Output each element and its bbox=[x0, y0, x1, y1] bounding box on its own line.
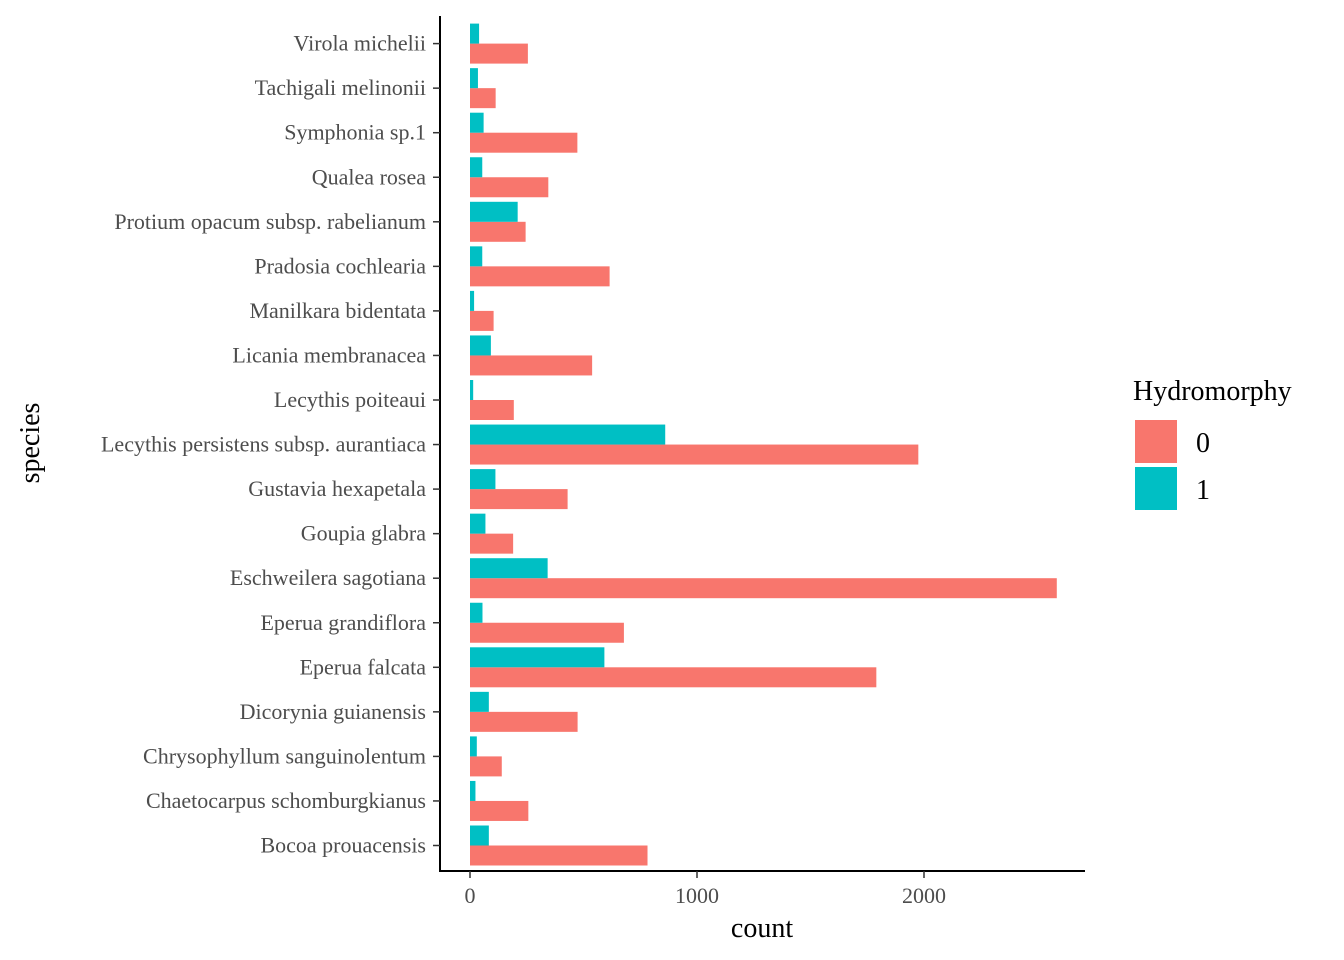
bar-eschweilera-sagotiana-h1 bbox=[470, 558, 548, 579]
y-tick-label: Chrysophyllum sanguinolentum bbox=[143, 743, 426, 768]
bar-protium-opacum-subsp-rabelianum-h1 bbox=[470, 201, 518, 222]
y-tick-label: Lecythis persistens subsp. aurantiaca bbox=[101, 432, 426, 457]
y-tick-label: Eschweilera sagotiana bbox=[230, 565, 426, 590]
bars-layer bbox=[470, 23, 1057, 866]
bar-virola-michelii-h1 bbox=[470, 23, 480, 44]
legend: Hydromorphy 0 1 bbox=[1133, 376, 1292, 510]
legend-title: Hydromorphy bbox=[1133, 376, 1292, 407]
bar-qualea-rosea-h0 bbox=[470, 177, 549, 198]
bar-tachigali-melinonii-h1 bbox=[470, 68, 478, 89]
y-tick-labels: Virola michelii Tachigali melinonii Sympho… bbox=[101, 31, 440, 858]
bar-chaetocarpus-schomburgkianus-h1 bbox=[470, 780, 476, 801]
bar-eschweilera-sagotiana-h0 bbox=[470, 578, 1057, 599]
bar-qualea-rosea-h1 bbox=[470, 157, 483, 178]
bar-gustavia-hexapetala-h1 bbox=[470, 469, 496, 490]
bar-manilkara-bidentata-h0 bbox=[470, 310, 494, 331]
bar-lecythis-persistens-subsp-aurantiaca-h1 bbox=[470, 424, 666, 445]
axes-layer bbox=[439, 16, 1085, 872]
bar-tachigali-melinonii-h0 bbox=[470, 88, 496, 109]
bar-licania-membranacea-h0 bbox=[470, 355, 593, 376]
bar-pradosia-cochlearia-h0 bbox=[470, 266, 610, 287]
x-tick-label: 2000 bbox=[902, 883, 946, 908]
y-tick-label: Lecythis poiteaui bbox=[274, 387, 426, 412]
x-axis-title: count bbox=[731, 913, 793, 944]
y-tick-label: Manilkara bidentata bbox=[249, 298, 426, 323]
bar-bocoa-prouacensis-h1 bbox=[470, 825, 489, 846]
bar-dicorynia-guianensis-h0 bbox=[470, 711, 578, 732]
y-tick-label: Protium opacum subsp. rabelianum bbox=[114, 209, 426, 234]
y-tick-label: Qualea rosea bbox=[312, 164, 426, 189]
x-tick-labels: 0 1000 2000 bbox=[465, 871, 946, 908]
bar-virola-michelii-h0 bbox=[470, 43, 528, 64]
bar-bocoa-prouacensis-h0 bbox=[470, 845, 648, 866]
y-tick-label: Eperua grandiflora bbox=[260, 610, 426, 635]
bar-protium-opacum-subsp-rabelianum-h0 bbox=[470, 221, 526, 242]
bar-symphonia-sp-1-h0 bbox=[470, 132, 578, 153]
x-tick-label: 1000 bbox=[675, 883, 719, 908]
bar-eperua-falcata-h1 bbox=[470, 647, 605, 668]
y-tick-label: Chaetocarpus schomburgkianus bbox=[146, 788, 426, 813]
y-axis-title: species bbox=[15, 403, 46, 484]
legend-label-1: 1 bbox=[1196, 475, 1210, 506]
y-tick-label: Dicorynia guianensis bbox=[240, 699, 426, 724]
bar-chrysophyllum-sanguinolentum-h0 bbox=[470, 756, 502, 777]
bar-gustavia-hexapetala-h0 bbox=[470, 489, 568, 510]
bar-lecythis-poiteaui-h0 bbox=[470, 400, 514, 420]
y-tick-label: Bocoa prouacensis bbox=[260, 833, 426, 858]
bar-lecythis-poiteaui-h1 bbox=[470, 380, 474, 400]
y-tick-label: Gustavia hexapetala bbox=[248, 476, 426, 501]
bar-goupia-glabra-h1 bbox=[470, 513, 486, 534]
y-tick-label: Virola michelii bbox=[294, 31, 426, 56]
bar-licania-membranacea-h1 bbox=[470, 335, 491, 356]
legend-label-0: 0 bbox=[1196, 428, 1210, 459]
legend-key-1 bbox=[1135, 467, 1177, 510]
bar-pradosia-cochlearia-h1 bbox=[470, 246, 483, 267]
bar-chaetocarpus-schomburgkianus-h0 bbox=[470, 800, 529, 821]
bar-symphonia-sp-1-h1 bbox=[470, 112, 484, 133]
x-tick-label: 0 bbox=[465, 883, 476, 908]
bar-eperua-falcata-h0 bbox=[470, 667, 877, 688]
y-tick-label: Tachigali melinonii bbox=[255, 75, 426, 100]
legend-key-0 bbox=[1135, 420, 1177, 463]
y-tick-label: Licania membranacea bbox=[232, 342, 426, 367]
bar-manilkara-bidentata-h1 bbox=[470, 290, 475, 311]
y-tick-label: Eperua falcata bbox=[300, 654, 427, 679]
y-tick-label: Symphonia sp.1 bbox=[284, 120, 426, 145]
y-tick-label: Goupia glabra bbox=[301, 521, 426, 546]
bar-chrysophyllum-sanguinolentum-h1 bbox=[470, 736, 477, 757]
bar-dicorynia-guianensis-h1 bbox=[470, 691, 489, 712]
bar-eperua-grandiflora-h0 bbox=[470, 622, 624, 643]
bar-lecythis-persistens-subsp-aurantiaca-h0 bbox=[470, 444, 919, 465]
bar-goupia-glabra-h0 bbox=[470, 533, 514, 554]
bar-eperua-grandiflora-h1 bbox=[470, 602, 483, 623]
y-tick-label: Pradosia cochlearia bbox=[254, 253, 426, 278]
